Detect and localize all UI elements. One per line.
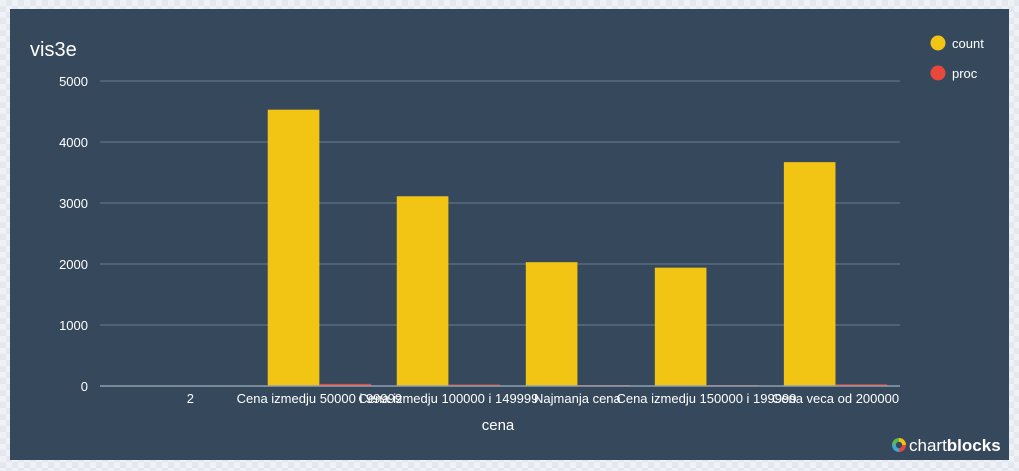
y-axis-ticks: 0 1000 2000 3000 4000 5000 <box>59 74 88 394</box>
bar-count-4[interactable] <box>654 267 707 386</box>
logo-suffix: blocks <box>947 436 1001 455</box>
bar-count-5[interactable] <box>783 162 836 386</box>
chartblocks-logo[interactable]: chartblocks <box>892 436 1001 455</box>
y-tick-label: 0 <box>81 379 88 394</box>
legend-label: proc <box>952 66 978 81</box>
bar-proc-5[interactable] <box>835 384 888 386</box>
x-tick-label: Najmanja cena <box>534 391 621 406</box>
legend: count proc <box>930 35 985 82</box>
y-tick-label: 2000 <box>59 257 88 272</box>
bars <box>267 109 888 387</box>
legend-item-count[interactable]: count <box>930 35 985 52</box>
legend-marker <box>930 35 946 51</box>
bar-proc-1[interactable] <box>319 383 371 386</box>
legend-marker <box>930 65 946 81</box>
bar-count-2[interactable] <box>396 196 449 386</box>
x-tick-label: Cena veca od 200000 <box>772 391 899 406</box>
logo-prefix: chart <box>909 436 947 455</box>
bar-count-3[interactable] <box>525 262 578 386</box>
x-tick-label: 2 <box>187 391 194 406</box>
legend-label: count <box>952 36 984 51</box>
y-tick-label: 5000 <box>59 74 88 89</box>
chartblocks-logo-text: chartblocks <box>909 436 1001 455</box>
y-tick-label: 1000 <box>59 318 88 333</box>
chart-title: vis3e <box>30 39 77 61</box>
chartblocks-logo-icon <box>892 438 906 452</box>
x-axis-title: cena <box>482 417 515 434</box>
grid-lines <box>100 80 900 326</box>
legend-item-proc[interactable]: proc <box>930 65 978 82</box>
x-tick-label: Cena izmedju 50000 i 99999 <box>237 391 403 406</box>
y-tick-label: 3000 <box>59 196 88 211</box>
bar-count-1[interactable] <box>267 109 320 387</box>
x-tick-label: Cena izmedju 100000 i 149999 <box>358 391 538 406</box>
y-tick-label: 4000 <box>59 135 88 150</box>
x-tick-label: Cena izmedju 150000 i 199999 <box>616 391 796 406</box>
